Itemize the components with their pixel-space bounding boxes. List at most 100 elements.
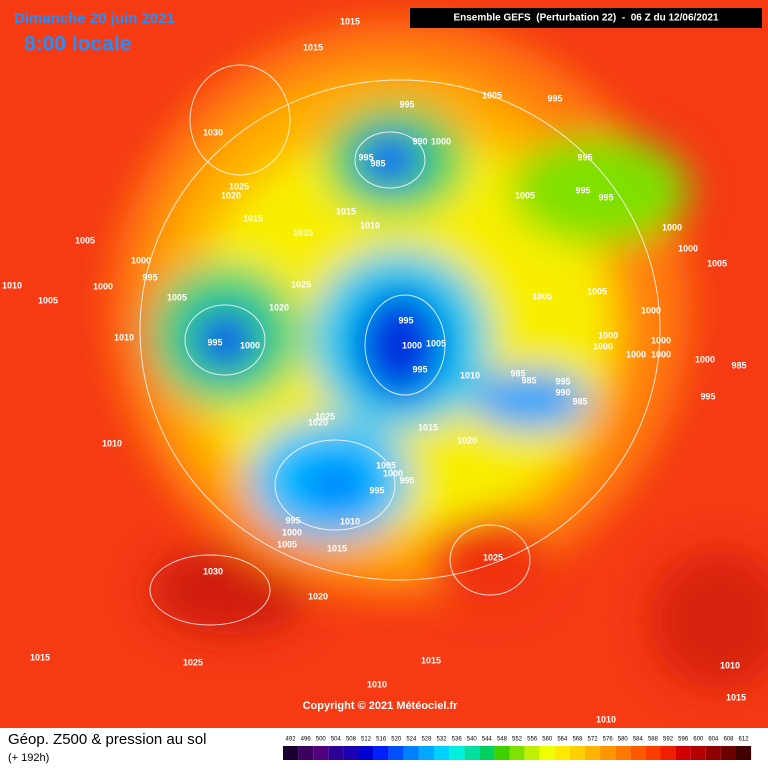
isobar-label: 1000 [641, 305, 661, 315]
colorbar-cell [449, 746, 465, 760]
isobar-label: 1010 [114, 332, 134, 342]
colorbar-cell [494, 746, 510, 760]
isobar-label: 995 [399, 99, 414, 109]
colorbar-cell [585, 746, 601, 760]
colorbar-label: 588 [648, 737, 659, 743]
isobar-label: 1020 [269, 302, 289, 312]
colorbar-label: 580 [618, 737, 629, 743]
isobar-label: 1000 [383, 468, 403, 478]
colorbar-label: 612 [739, 737, 750, 743]
isobar-label: 1025 [291, 279, 311, 289]
colorbar-label: 544 [482, 737, 493, 743]
geopotential-field [110, 20, 768, 690]
isobar-label: 1015 [30, 652, 50, 662]
colorbar-cell [388, 746, 404, 760]
isobar-label: 1015 [243, 213, 263, 223]
colorbar-cell [675, 746, 691, 760]
colorbar-label: 560 [542, 737, 553, 743]
colorbar-label: 556 [527, 737, 538, 743]
colorbar-cell [660, 746, 676, 760]
colorbar-cell [434, 746, 450, 760]
isobar-label: 1010 [460, 370, 480, 380]
lead-time: (+ 192h) [8, 752, 49, 764]
colorbar-cell [554, 746, 570, 760]
date: Dimanche 20 juin 2021 [14, 10, 175, 27]
isobar-label: 990 [555, 387, 570, 397]
isobar-label: 1010 [367, 679, 387, 689]
isobar-label: 995 [398, 315, 413, 325]
colorbar-label: 520 [391, 737, 402, 743]
isobar-label: 1025 [315, 411, 335, 421]
colorbar-label: 572 [588, 737, 599, 743]
isobar-label: 1000 [431, 136, 451, 146]
isobar-label: 1020 [308, 591, 328, 601]
isobar-label: 1015 [421, 655, 441, 665]
copyright: Copyright © 2021 Météociel.fr [303, 700, 459, 712]
colorbar-label: 548 [497, 737, 508, 743]
colorbar-label: 596 [678, 737, 689, 743]
colorbar-label: 504 [331, 737, 342, 743]
isobar-label: 1005 [167, 292, 187, 302]
colorbar-cell [343, 746, 359, 760]
isobar-label: 1025 [483, 552, 503, 562]
colorbar-label: 552 [512, 737, 523, 743]
isobar-label: 1005 [38, 295, 58, 305]
isobar-label: 985 [572, 396, 587, 406]
isobar-label: 990 [412, 136, 427, 146]
colorbar-cell [479, 746, 495, 760]
colorbar-label: 576 [603, 737, 614, 743]
isobar-label: 995 [700, 391, 715, 401]
colorbar-cell [690, 746, 706, 760]
isobar-label: 1005 [515, 190, 535, 200]
colorbar-cell [720, 746, 736, 760]
isobar-label: 1005 [277, 539, 297, 549]
colorbar-label: 608 [723, 737, 734, 743]
local-time: 8:00 locale [24, 33, 131, 56]
isobar-label: 1015 [327, 543, 347, 553]
colorbar-cell [509, 746, 525, 760]
isobar-label: 1000 [651, 335, 671, 345]
colorbar-cell [298, 746, 314, 760]
colorbar-cell [373, 746, 389, 760]
isobar-label: 1010 [360, 220, 380, 230]
isobar-label: 995 [142, 272, 157, 282]
colorbar-cell [328, 746, 344, 760]
isobar-label: 1010 [720, 660, 740, 670]
colorbar-label: 584 [633, 737, 644, 743]
colorbar-label: 516 [376, 737, 387, 743]
model-info: Ensemble GEFS (Perturbation 22) - 06 Z d… [453, 13, 719, 24]
colorbar-cell [630, 746, 646, 760]
isobar-label: 1000 [651, 349, 671, 359]
colorbar-cell [645, 746, 661, 760]
isobar-label: 1015 [726, 692, 746, 702]
colorbar-label: 528 [421, 737, 432, 743]
colorbar-label: 512 [361, 737, 372, 743]
isobar-label: 1005 [426, 338, 446, 348]
colorbar-cell [569, 746, 585, 760]
isobar-label: 995 [207, 337, 222, 347]
isobar-label: 995 [285, 515, 300, 525]
isobar-label: 995 [598, 192, 613, 202]
isobar-label: 995 [577, 152, 592, 162]
isobar-label: 1005 [482, 90, 502, 100]
colorbar: 492 496 500 504 508 512 516 520 524 528 532 536 540 5… [283, 737, 752, 760]
isobar-label: 1000 [402, 340, 422, 350]
colorbar-cell [403, 746, 419, 760]
isobar-label: 995 [358, 152, 373, 162]
isobar-label: 1010 [102, 438, 122, 448]
isobar-label: 985 [510, 368, 525, 378]
isobar-label: 1010 [596, 714, 616, 724]
colorbar-cell [464, 746, 480, 760]
isobar-label: 995 [547, 93, 562, 103]
isobar-label: 1015 [303, 42, 323, 52]
colorbar-label: 496 [301, 737, 312, 743]
isobar-label: 1000 [695, 354, 715, 364]
isobar-label: 1005 [376, 460, 396, 470]
colorbar-label: 568 [572, 737, 583, 743]
isobar-label: 995 [412, 364, 427, 374]
isobar-label: 1015 [293, 227, 313, 237]
isobar-label: 1020 [308, 417, 328, 427]
colorbar-label: 540 [467, 737, 478, 743]
